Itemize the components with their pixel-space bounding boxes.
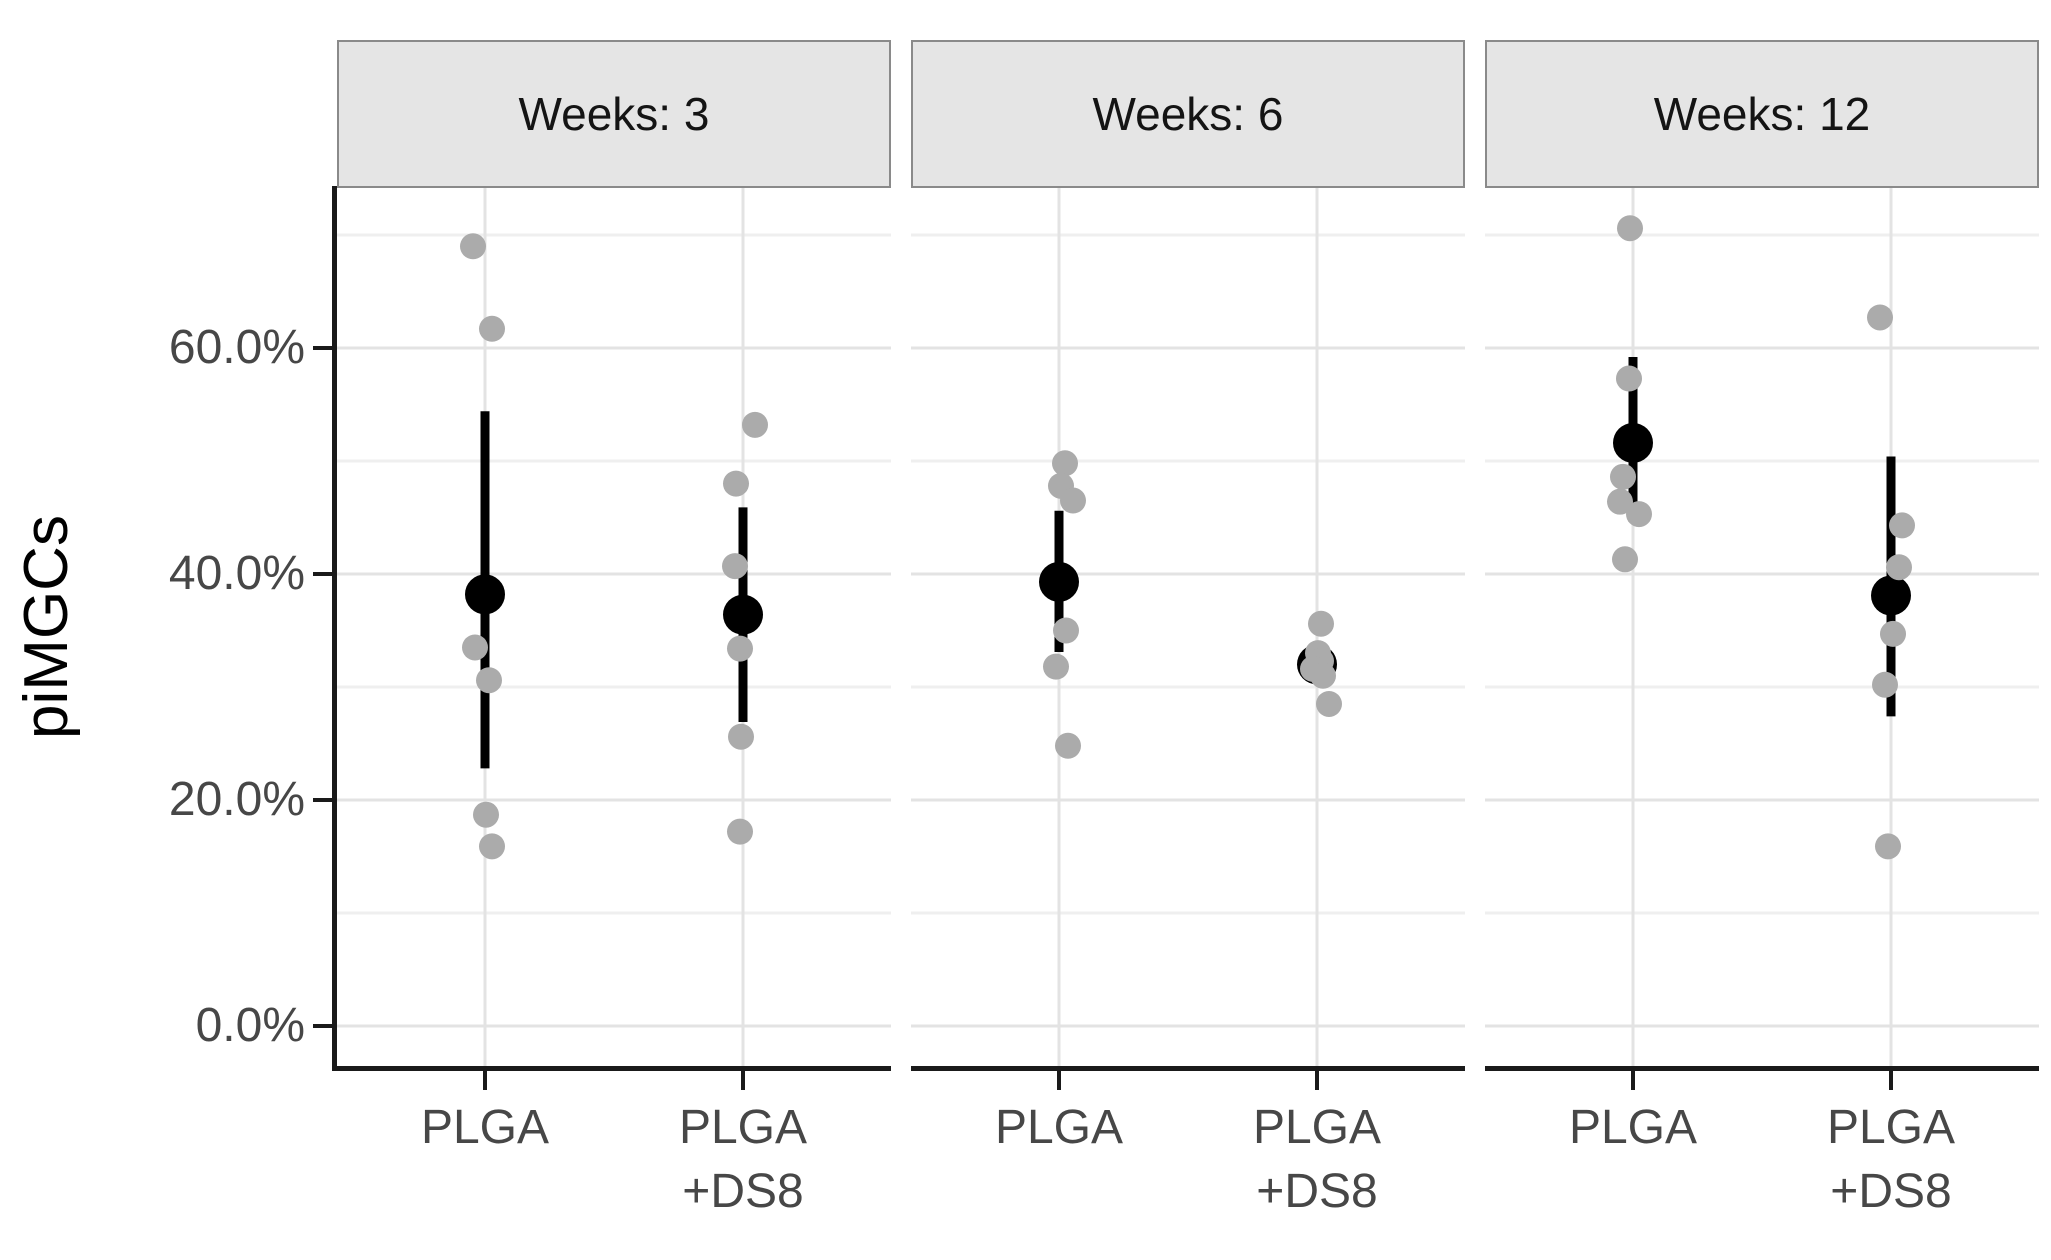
data-point (1889, 512, 1915, 539)
data-point (1626, 501, 1652, 528)
data-point (1060, 487, 1086, 514)
data-point (1875, 833, 1901, 860)
x-tick-mark (483, 1066, 487, 1090)
x-tick-mark (1889, 1066, 1893, 1090)
data-point (1607, 488, 1633, 515)
data-point (727, 635, 753, 662)
mean-point (723, 594, 763, 635)
panel (337, 188, 891, 1071)
data-point (1055, 732, 1081, 759)
x-category-label: PLGA (420, 1101, 550, 1154)
data-point (1867, 304, 1893, 331)
x-category-label: PLGA (994, 1101, 1124, 1154)
x-category-label: PLGA (678, 1101, 808, 1154)
strip-label: Weeks: 6 (1092, 88, 1284, 140)
data-point (1886, 554, 1912, 581)
x-tick-mark (1631, 1066, 1635, 1090)
x-category-label: PLGA (1252, 1101, 1382, 1154)
data-point (473, 801, 499, 828)
data-point (1308, 610, 1334, 637)
panel (1485, 188, 2039, 1071)
x-category-label: +DS8 (1256, 1165, 1378, 1218)
data-point (1880, 620, 1906, 647)
mean-point (1039, 561, 1079, 602)
data-point (1316, 690, 1342, 717)
facet-strip: Weeks: 12 (1485, 40, 2039, 188)
x-category-label: +DS8 (1830, 1165, 1952, 1218)
mean-point (1613, 422, 1653, 463)
strip-label: Weeks: 12 (1653, 88, 1871, 140)
x-axis-line (1485, 1066, 2039, 1071)
y-tick-label: 0.0% (195, 999, 305, 1052)
data-point (1310, 662, 1336, 689)
data-point (476, 667, 502, 694)
x-category-label: +DS8 (682, 1165, 804, 1218)
data-point (742, 411, 768, 438)
data-point (723, 470, 749, 497)
data-point (460, 233, 486, 260)
data-point (1612, 546, 1638, 573)
data-point (722, 553, 748, 580)
data-point (1872, 671, 1898, 698)
y-tick-label: 40.0% (168, 547, 305, 600)
y-tick-mark (313, 572, 332, 576)
data-point (1617, 215, 1643, 242)
x-category-label: PLGA (1826, 1101, 1956, 1154)
data-point (1610, 463, 1636, 490)
y-tick-label: 20.0% (168, 773, 305, 826)
y-axis-line (332, 186, 337, 1071)
y-tick-label: 60.0% (168, 321, 305, 374)
mean-point (465, 574, 505, 615)
x-tick-mark (741, 1066, 745, 1090)
y-tick-mark (313, 1024, 332, 1028)
data-point (728, 723, 754, 750)
facet-strip: Weeks: 6 (911, 40, 1465, 188)
x-tick-mark (1315, 1066, 1319, 1090)
facet-strip: Weeks: 3 (337, 40, 891, 188)
data-point (1053, 617, 1079, 644)
x-category-label: PLGA (1568, 1101, 1698, 1154)
data-point (1616, 365, 1642, 392)
mean-point (1871, 575, 1911, 616)
panel (911, 188, 1465, 1071)
data-point (1043, 653, 1069, 680)
data-point (462, 634, 488, 661)
x-axis-line (911, 1066, 1465, 1071)
y-tick-mark (313, 798, 332, 802)
data-point (727, 818, 753, 845)
y-tick-mark (313, 346, 332, 350)
data-point (479, 833, 505, 860)
strip-label: Weeks: 3 (518, 88, 710, 140)
x-tick-mark (1057, 1066, 1061, 1090)
x-axis-line (337, 1066, 891, 1071)
data-point (479, 315, 505, 342)
data-point (1052, 450, 1078, 477)
